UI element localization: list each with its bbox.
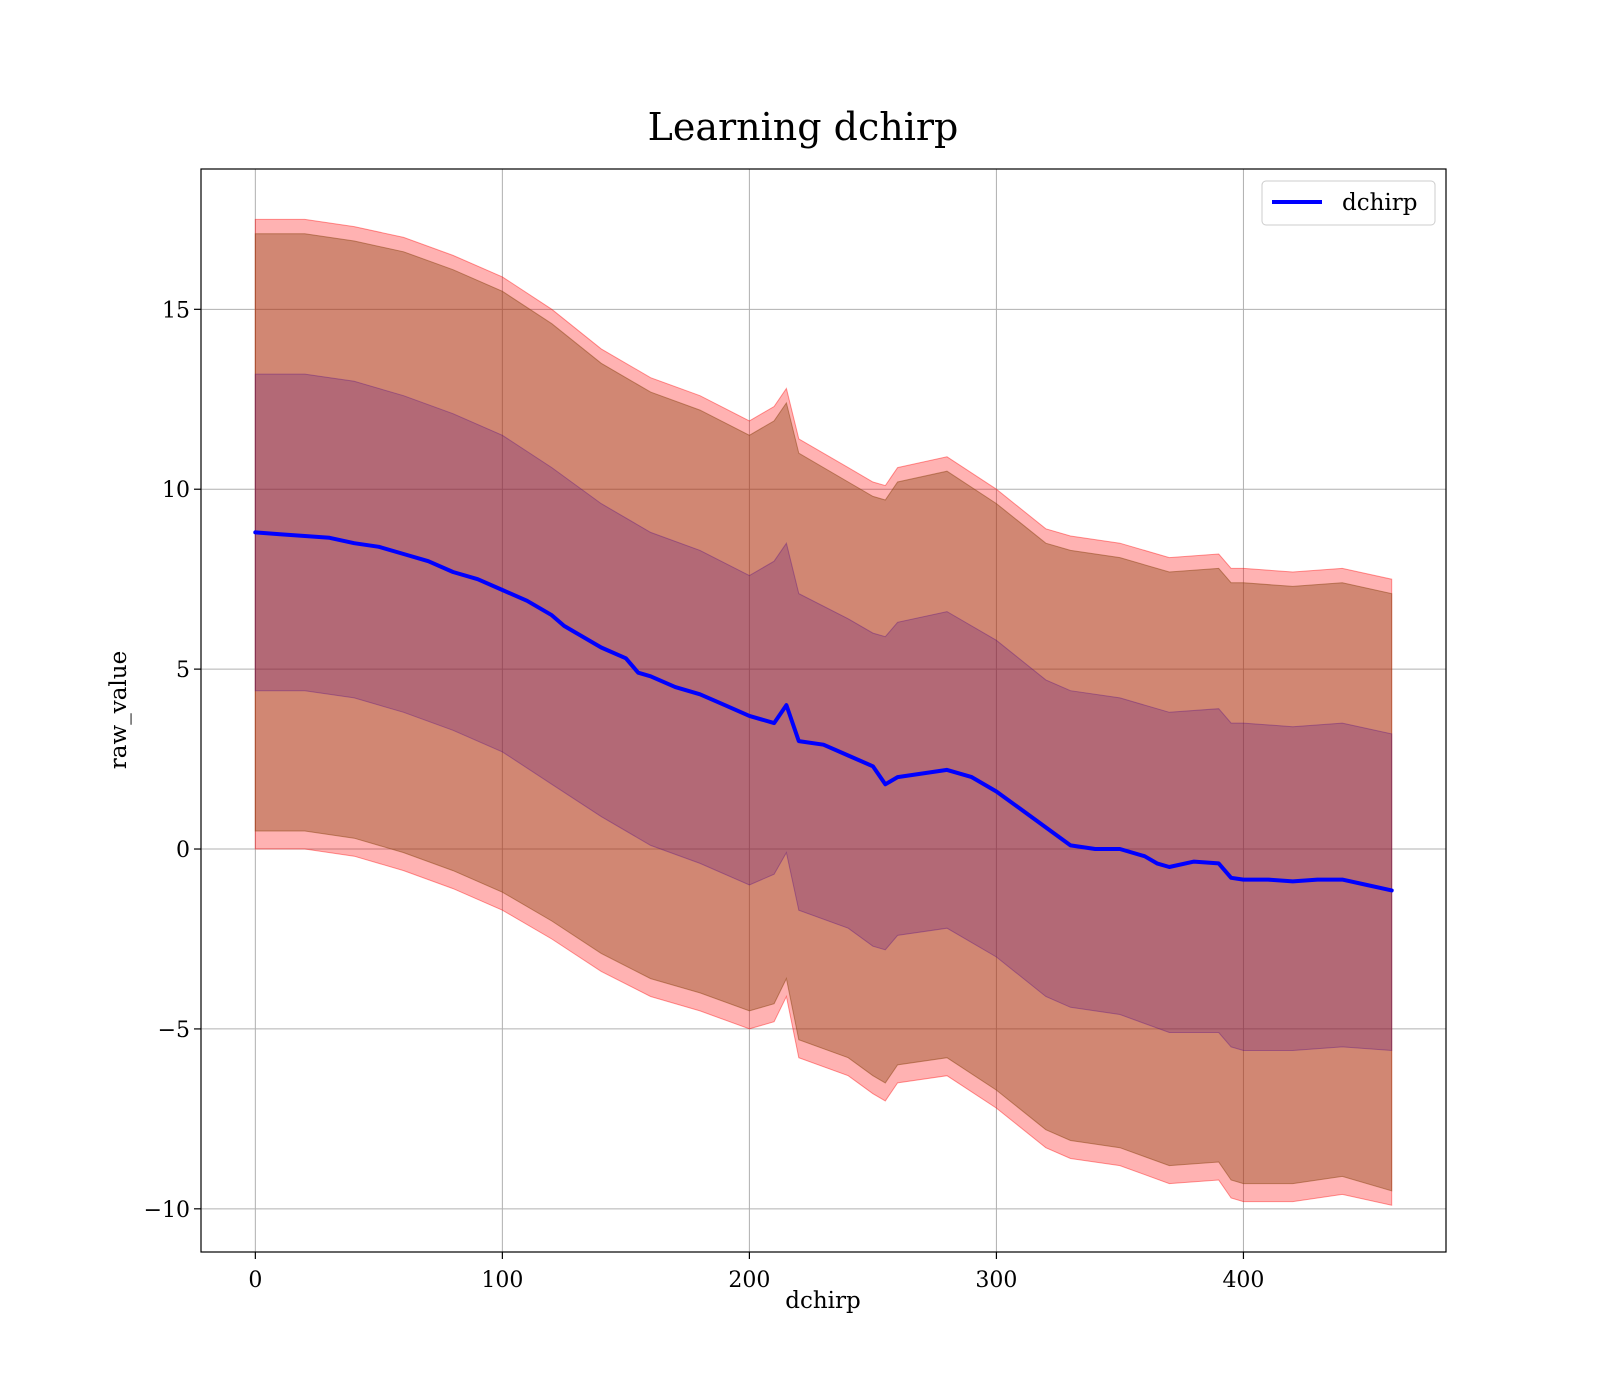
series-line-dchirp (253, 530, 1394, 893)
legend: dchirp (1261, 180, 1436, 226)
chart-title: Learning dchirp (648, 105, 959, 149)
x-tick-label: 300 (975, 1268, 1017, 1293)
core-band (254, 373, 1393, 1052)
y-axis-title: raw_value (106, 651, 132, 769)
y-tick-label: −10 (144, 1198, 190, 1223)
legend-label: dchirp (1342, 190, 1418, 216)
legend-box (1261, 180, 1436, 226)
outer-band (254, 218, 1393, 1206)
plot-frame (200, 168, 1447, 1253)
x-tick-label: 400 (1222, 1268, 1264, 1293)
axis-ticks: 0 100 200 300 400 −10 −5 0 5 10 15 (144, 298, 1265, 1293)
y-tick-label: 10 (162, 478, 190, 503)
y-tick-label: 5 (176, 658, 190, 683)
grid-lines (201, 169, 1446, 1252)
y-tick-label: 15 (162, 298, 190, 323)
x-tick-label: 100 (481, 1268, 523, 1293)
x-tick-label: 200 (728, 1268, 770, 1293)
x-tick-label: 0 (248, 1268, 262, 1293)
confidence-bands (254, 218, 1393, 1206)
series-lines (253, 530, 1394, 893)
x-axis-title: dchirp (785, 1288, 861, 1314)
y-tick-label: 0 (176, 838, 190, 863)
y-tick-label: −5 (158, 1018, 190, 1043)
inner-band (254, 233, 1393, 1192)
